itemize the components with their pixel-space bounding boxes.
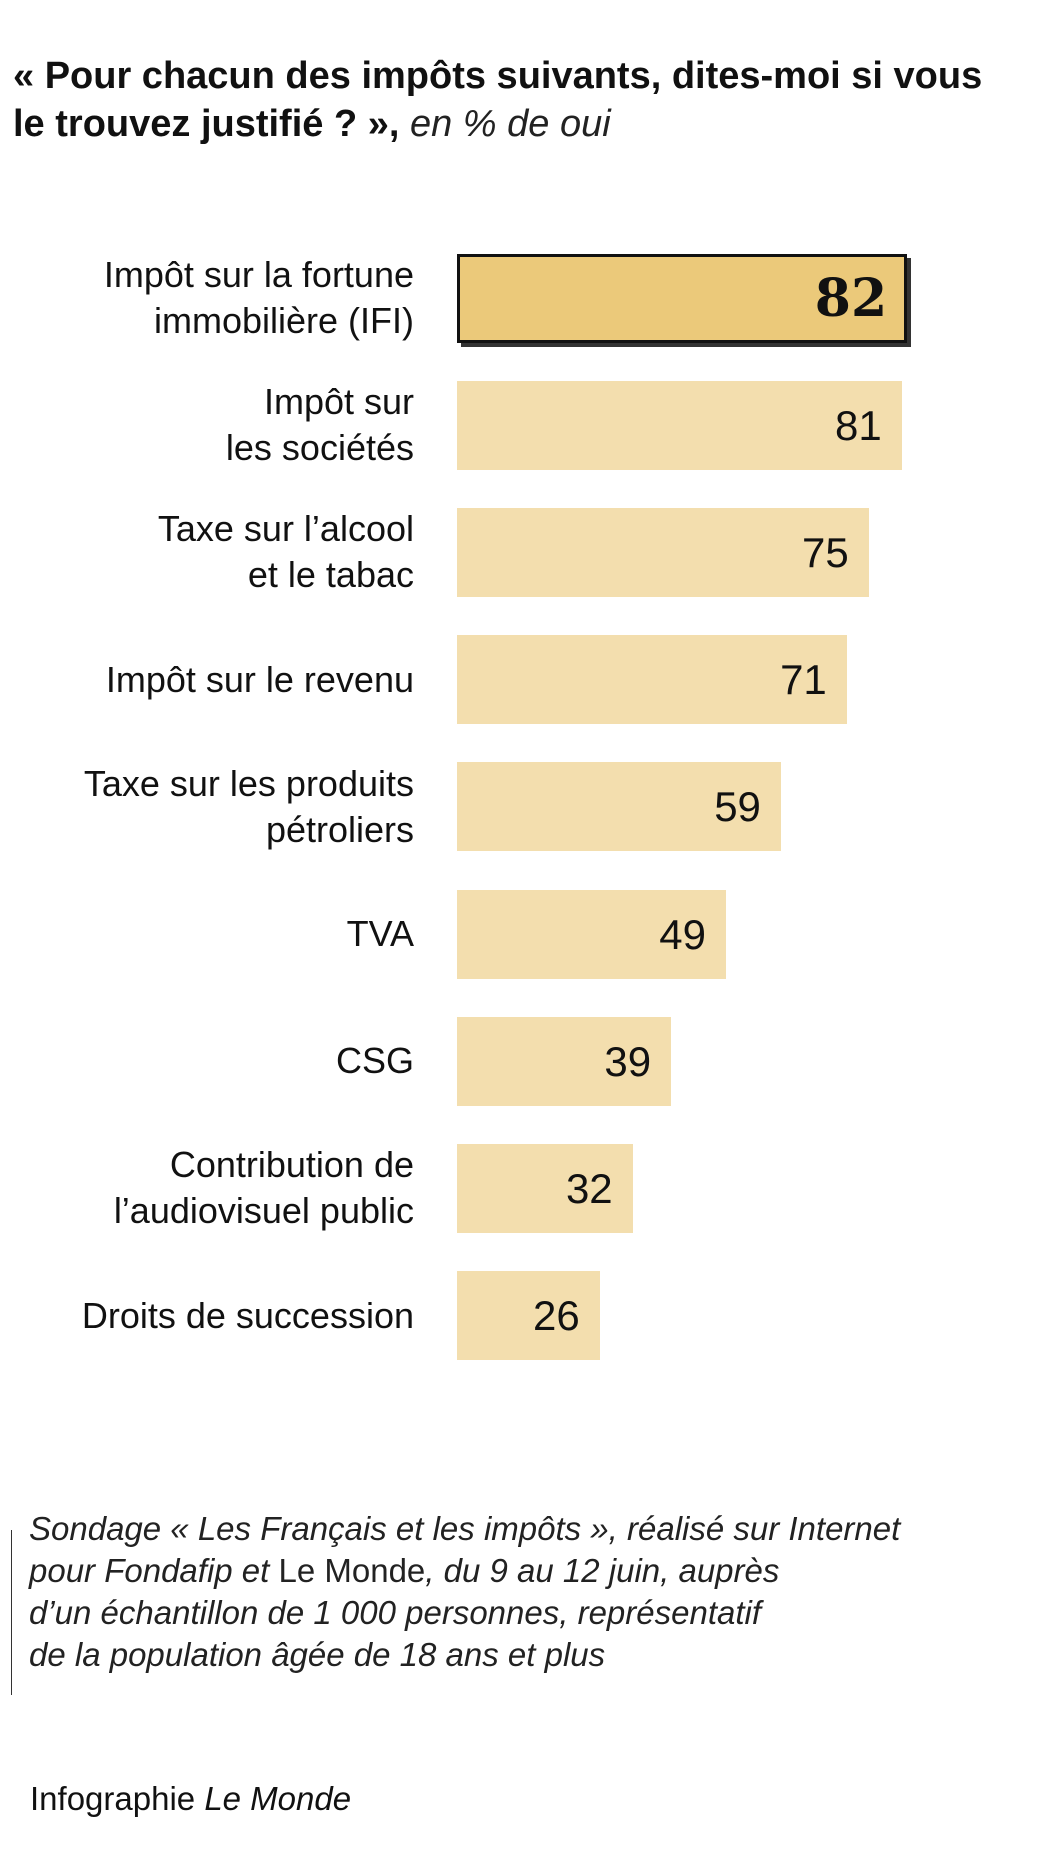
bar [457, 1016, 672, 1106]
value-label: 32 [565, 1164, 613, 1212]
bar [457, 253, 908, 343]
value-label: 81 [834, 401, 882, 449]
category-label: Impôt sur les sociétés [225, 381, 414, 469]
category-label: Droits de succession [81, 1294, 414, 1336]
value-label: 39 [604, 1037, 652, 1085]
bar [457, 889, 726, 979]
bar [457, 635, 847, 725]
source-text: Le Monde [278, 1552, 426, 1589]
chart-title: « Pour chacun des impôts suivants, dites… [13, 55, 983, 145]
category-label: Taxe sur les produits pétroliers [83, 762, 414, 850]
value-label: 59 [714, 783, 761, 831]
category-label: CSG [335, 1040, 414, 1082]
source-note: Sondage « Les Français et les impôts », … [29, 1508, 900, 1676]
category-label: Taxe sur l’alcool et le tabac [157, 508, 414, 596]
value-label: 75 [802, 528, 849, 576]
value-label: 71 [780, 656, 827, 704]
chart-subtitle: en % de oui [409, 103, 611, 145]
category-label: Contribution de l’audiovisuel public [113, 1144, 414, 1232]
bar [457, 380, 902, 470]
category-label: TVA [346, 913, 414, 954]
category-label: Impôt sur la fortune immobilière (IFI) [103, 254, 414, 341]
value-label: 82 [814, 267, 888, 329]
bar [457, 1271, 600, 1361]
credit: Infographie Le Monde [30, 1780, 351, 1818]
bar [457, 1143, 633, 1233]
bar [457, 762, 781, 852]
bar [457, 507, 869, 597]
source-text: Sondage « Les Français et les impôts », … [29, 1510, 901, 1589]
source-text: , du 9 au 12 juin, auprès d’un échantill… [29, 1552, 780, 1673]
title-block: « Pour chacun des impôts suivants, dites… [13, 52, 1013, 148]
credit-text: Le Monde [204, 1780, 352, 1817]
value-label: 26 [533, 1292, 580, 1340]
value-label: 49 [659, 910, 706, 958]
credit-text: Infographie [30, 1780, 205, 1817]
category-label: Impôt sur le revenu [105, 658, 414, 700]
source-rule [11, 1530, 12, 1695]
